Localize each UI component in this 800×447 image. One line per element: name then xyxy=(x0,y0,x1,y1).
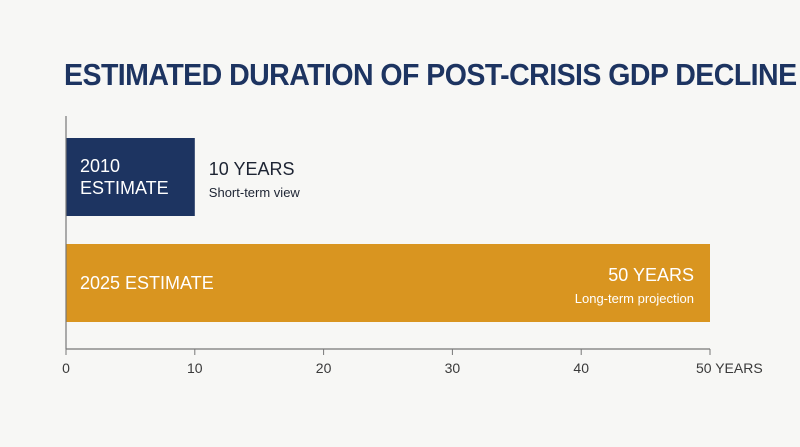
bar xyxy=(66,244,710,322)
x-tick-label: 0 xyxy=(62,360,70,376)
bar-category-label-line: 2025 ESTIMATE xyxy=(80,273,214,293)
bar xyxy=(66,138,195,216)
x-tick-label: 20 xyxy=(316,360,332,376)
x-tick-label: 40 xyxy=(573,360,589,376)
bar-value-label: 10 YEARS xyxy=(209,159,295,179)
bar-category-label-line: 2010 xyxy=(80,156,120,176)
bars-layer: 2010 ESTIMATE 10 YEARS Short-term view 2025 … xyxy=(66,138,710,322)
x-tick-label: 30 xyxy=(445,360,461,376)
bar-note-label: Short-term view xyxy=(209,185,301,200)
bar-category-label: 2010 ESTIMATE xyxy=(80,156,169,198)
bar-category-label: 2025 ESTIMATE xyxy=(80,273,214,293)
x-tick-label: 50 YEARS xyxy=(696,360,763,376)
bar-group: 2025 ESTIMATE 50 YEARS Long-term projectio… xyxy=(66,244,710,322)
chart-title: ESTIMATED DURATION OF POST-CRISIS GDP DE… xyxy=(64,57,797,92)
bar-note-label: Long-term projection xyxy=(575,291,694,306)
x-tick-label: 10 xyxy=(187,360,203,376)
bar-group: 2010 ESTIMATE 10 YEARS Short-term view xyxy=(66,138,300,216)
bar-value-label: 50 YEARS xyxy=(608,265,694,285)
x-axis-ticks: 0 10 20 30 40 50 YEARS xyxy=(62,349,763,376)
bar-category-label-line: ESTIMATE xyxy=(80,178,169,198)
